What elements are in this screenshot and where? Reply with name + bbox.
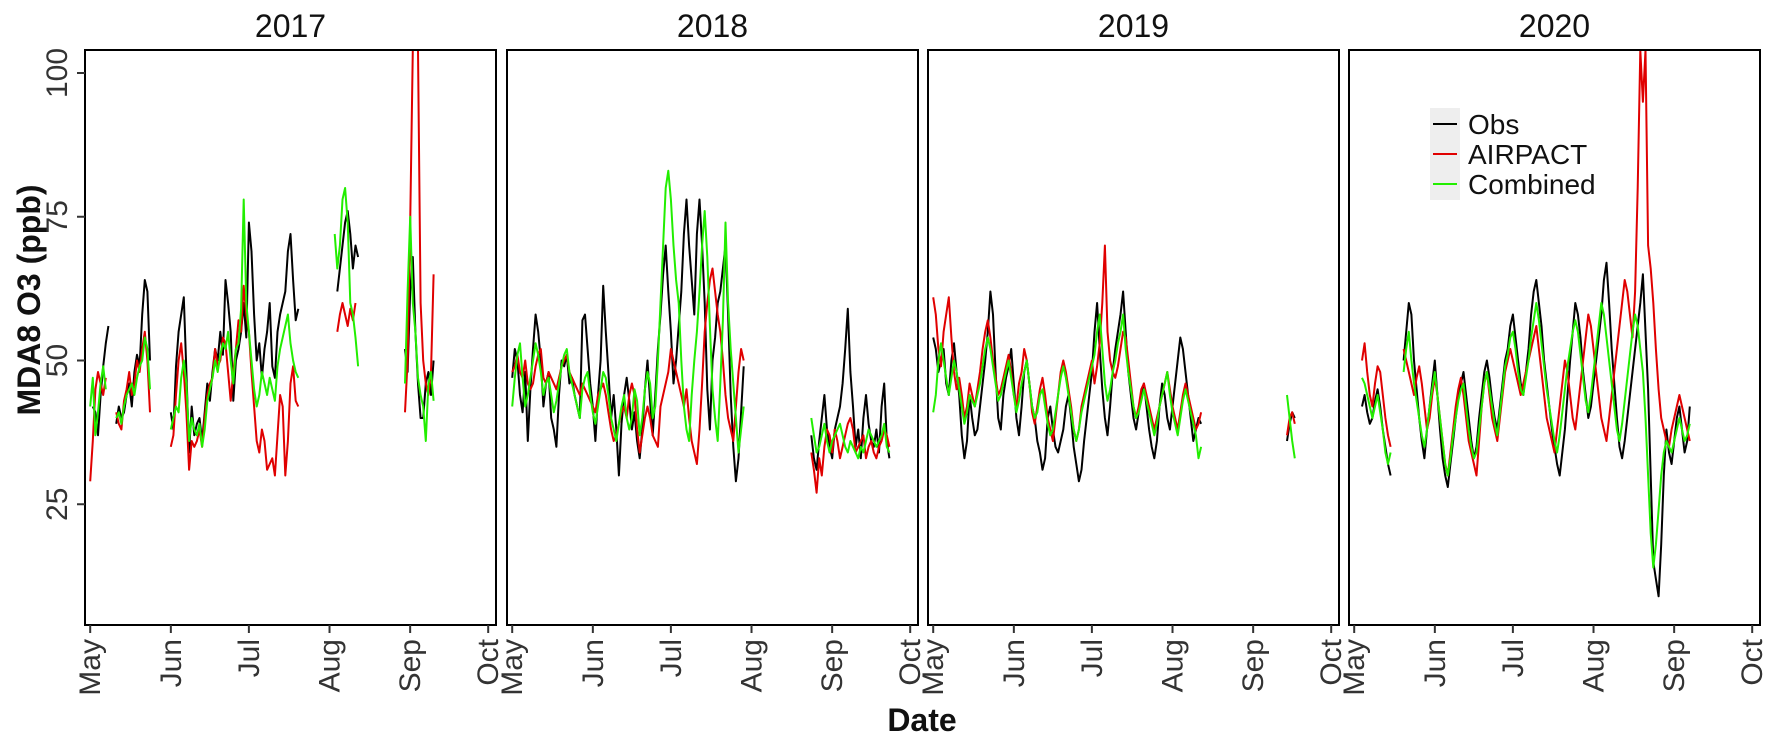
panel-2020: 2020 May Jun Jul Aug Sep Oct [1338, 8, 1769, 696]
series-line-airpact [810, 417, 891, 494]
x-tick-label: May [496, 639, 529, 696]
panel-frame [1348, 49, 1761, 626]
x-tick-label: Jun [577, 639, 610, 687]
panel-series [932, 244, 1296, 483]
legend-label-combined: Combined [1468, 169, 1596, 200]
series-line-combined [333, 187, 360, 367]
panel-frame [927, 49, 1340, 626]
series-line-combined [115, 336, 151, 425]
legend-label-airpact: AIRPACT [1468, 139, 1587, 170]
series-line-obs [932, 290, 1203, 483]
x-tick-label: Oct [894, 638, 927, 685]
x-axis-title: Date [887, 702, 956, 738]
y-tick-label: 75 [41, 200, 74, 233]
x-tick-label: May [917, 639, 950, 696]
panel-title: 2019 [1098, 8, 1169, 44]
series-line-combined [511, 169, 745, 454]
panel-title: 2017 [255, 8, 326, 44]
series-line-combined [169, 198, 300, 448]
series-line-combined [1361, 377, 1392, 465]
x-tick-label: Aug [736, 639, 769, 692]
x-tick-label: Sep [394, 639, 427, 692]
panel-2017: 2017 May Jun Jul Aug Sep Oct [74, 8, 505, 696]
series-line-airpact [1286, 411, 1296, 436]
panel-frame [84, 49, 497, 626]
x-tick-label: Jun [1419, 639, 1452, 687]
y-tick-label: 100 [41, 48, 74, 98]
x-tick-label: Oct [1315, 638, 1348, 685]
panel-2018: 2018 May Jun Jul Aug Sep Oct [496, 8, 927, 696]
panel-series [1361, 50, 1691, 598]
x-tick-label: Aug [314, 639, 347, 692]
x-tick-label: Jul [1497, 639, 1530, 677]
series-line-airpact [511, 267, 745, 465]
x-tick-label: Jun [998, 639, 1031, 687]
x-tick-label: Oct [1736, 638, 1769, 685]
series-line-obs [404, 256, 435, 419]
x-tick-label: Jun [155, 639, 188, 687]
panel-title: 2018 [677, 8, 748, 44]
series-line-obs [810, 307, 891, 471]
panels-layer: 2017 May Jun Jul Aug Sep Oct 2018 May Jun Jul Aug Se… [41, 8, 1769, 696]
x-tick-label: Oct [472, 638, 505, 685]
x-tick-label: May [74, 639, 107, 696]
x-tick-label: Aug [1157, 639, 1190, 692]
y-tick-label: 25 [41, 488, 74, 521]
y-axis-title: MDA8 O3 (ppb) [11, 184, 47, 415]
x-tick-label: May [1338, 639, 1371, 696]
series-line-combined [89, 365, 107, 437]
series-line-combined [1402, 302, 1691, 569]
x-tick-label: Jul [655, 639, 688, 677]
series-line-airpact [1361, 342, 1392, 448]
series-line-combined [1286, 394, 1296, 459]
x-tick-label: Jul [233, 639, 266, 677]
x-tick-label: Aug [1578, 639, 1611, 692]
legend-label-obs: Obs [1468, 109, 1519, 140]
y-tick-label: 50 [41, 344, 74, 377]
series-line-combined [404, 215, 435, 442]
series-line-combined [810, 417, 891, 460]
panel-2019: 2019 May Jun Jul Aug Sep Oct [917, 8, 1348, 696]
panel-frame [506, 49, 919, 626]
x-tick-label: Sep [1237, 639, 1270, 692]
series-line-combined [932, 313, 1203, 460]
x-tick-label: Sep [816, 639, 849, 692]
series-line-obs [91, 325, 110, 437]
panel-series [511, 169, 891, 494]
series-line-airpact [89, 371, 107, 482]
series-line-obs [169, 221, 300, 454]
x-tick-label: Sep [1658, 639, 1691, 692]
panel-series [89, 50, 435, 482]
panel-title: 2020 [1519, 8, 1590, 44]
x-tick-label: Jul [1076, 639, 1109, 677]
